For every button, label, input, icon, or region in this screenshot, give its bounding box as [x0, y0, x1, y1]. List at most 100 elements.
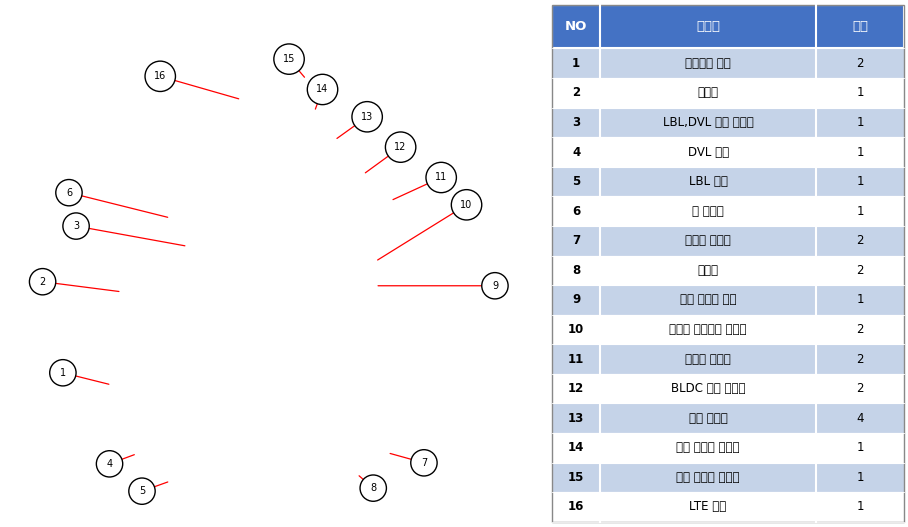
Circle shape	[385, 132, 416, 162]
Text: 5: 5	[139, 486, 145, 496]
Bar	[552, 108, 904, 137]
Text: 장비명: 장비명	[696, 21, 720, 33]
Circle shape	[55, 180, 82, 206]
Text: 1: 1	[856, 175, 864, 188]
Circle shape	[145, 61, 175, 92]
Text: 웹 카메라: 웹 카메라	[692, 204, 724, 218]
Text: 2: 2	[856, 353, 864, 366]
Circle shape	[274, 44, 304, 74]
Bar	[552, 374, 904, 404]
Text: 6: 6	[572, 204, 580, 218]
Text: BLDC 모터 변속기: BLDC 모터 변속기	[671, 382, 745, 395]
Text: 1: 1	[856, 145, 864, 159]
Text: 메인 제어기: 메인 제어기	[688, 412, 727, 425]
Text: 추진기: 추진기	[697, 264, 718, 277]
Text: 메인 제어기 박스: 메인 제어기 박스	[680, 294, 736, 306]
Circle shape	[129, 478, 155, 504]
Text: 1: 1	[856, 116, 864, 129]
Text: 14: 14	[568, 441, 585, 454]
Circle shape	[63, 213, 89, 239]
Text: 2: 2	[856, 234, 864, 247]
Text: 16: 16	[568, 501, 585, 513]
Text: 4: 4	[572, 145, 580, 159]
Bar	[552, 315, 904, 344]
Circle shape	[360, 475, 387, 501]
Text: 16: 16	[154, 71, 166, 81]
Circle shape	[352, 102, 382, 132]
Text: 2: 2	[39, 277, 45, 287]
Bar	[552, 404, 904, 433]
Bar	[552, 463, 904, 492]
Bar	[552, 433, 904, 463]
Circle shape	[307, 74, 338, 105]
Text: LBL 센서: LBL 센서	[688, 175, 727, 188]
Text: 15: 15	[568, 471, 585, 484]
Bar	[552, 226, 904, 256]
Text: 2: 2	[856, 264, 864, 277]
Circle shape	[482, 272, 508, 299]
Bar	[552, 197, 904, 226]
Bar	[552, 137, 904, 167]
Text: 메인 제어기 단자대: 메인 제어기 단자대	[676, 441, 740, 454]
Text: 10: 10	[568, 323, 584, 336]
Text: 1: 1	[856, 204, 864, 218]
Text: 13: 13	[361, 112, 373, 122]
Text: 7: 7	[572, 234, 580, 247]
Text: 2: 2	[856, 382, 864, 395]
Bar	[552, 78, 904, 108]
Text: 1: 1	[856, 294, 864, 306]
Text: LTE 모뎀: LTE 모뎀	[689, 501, 726, 513]
Circle shape	[410, 450, 437, 476]
Text: 9: 9	[572, 294, 580, 306]
Bar	[552, 167, 904, 197]
Text: 추진기 컨트롤러 배터리: 추진기 컨트롤러 배터리	[669, 323, 747, 336]
Text: NO: NO	[565, 21, 587, 33]
Text: 11: 11	[568, 353, 584, 366]
Text: 1: 1	[856, 86, 864, 100]
Circle shape	[451, 190, 482, 220]
Text: 8: 8	[572, 264, 580, 277]
Text: 9: 9	[492, 281, 498, 291]
Text: 메인 제어기 배터리: 메인 제어기 배터리	[676, 471, 740, 484]
Text: 프레임: 프레임	[697, 86, 718, 100]
Text: 12: 12	[568, 382, 584, 395]
Text: 8: 8	[370, 483, 376, 493]
Circle shape	[426, 162, 457, 193]
Text: DVL 센서: DVL 센서	[687, 145, 728, 159]
Text: 2: 2	[856, 323, 864, 336]
Text: 2: 2	[572, 86, 580, 100]
Bar	[552, 344, 904, 374]
Circle shape	[29, 269, 55, 295]
Text: 6: 6	[66, 188, 72, 198]
Text: 추진기 제어기: 추진기 제어기	[686, 353, 731, 366]
Circle shape	[50, 359, 76, 386]
Text: 10: 10	[460, 200, 473, 210]
Text: 3: 3	[73, 221, 79, 231]
Bar	[552, 285, 904, 315]
Text: 3: 3	[572, 116, 580, 129]
Text: 11: 11	[435, 172, 448, 182]
Text: 4: 4	[106, 459, 113, 469]
Text: 1: 1	[856, 441, 864, 454]
Text: 2: 2	[856, 57, 864, 70]
Bar	[552, 256, 904, 285]
Text: 7: 7	[420, 458, 427, 468]
Text: LBL,DVL 센서 거치대: LBL,DVL 센서 거치대	[663, 116, 754, 129]
Circle shape	[96, 451, 123, 477]
Text: 12: 12	[394, 142, 407, 152]
Bar	[552, 48, 904, 78]
Text: 수량: 수량	[853, 21, 868, 33]
Bar	[552, 492, 904, 522]
Text: 5: 5	[572, 175, 580, 188]
Text: 1: 1	[60, 368, 66, 378]
Text: 무선부이 본체: 무선부이 본체	[686, 57, 731, 70]
Text: 14: 14	[316, 84, 329, 94]
Text: 추진기 거치대: 추진기 거치대	[686, 234, 731, 247]
Text: 13: 13	[568, 412, 584, 425]
Text: 4: 4	[856, 412, 864, 425]
Text: 1: 1	[572, 57, 580, 70]
Bar	[552, 5, 904, 48]
Text: 1: 1	[856, 501, 864, 513]
Text: 15: 15	[283, 54, 295, 64]
Text: 1: 1	[856, 471, 864, 484]
